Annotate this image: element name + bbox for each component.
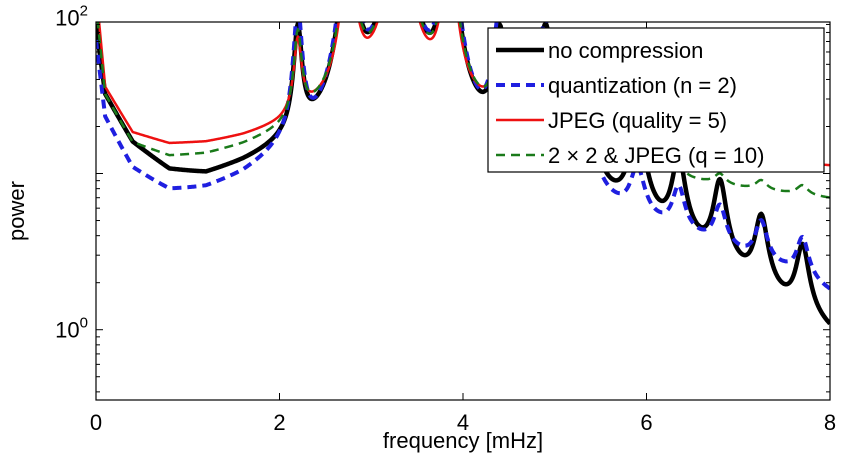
x-axis-label: frequency [mHz]: [383, 428, 543, 453]
legend-label-3: 2 × 2 & JPEG (q = 10): [548, 143, 764, 168]
x-tick-label: 0: [90, 410, 102, 435]
legend-label-1: quantization (n = 2): [548, 73, 737, 98]
y-tick-label: 102: [55, 2, 88, 30]
x-axis: 0 2 4 6 8: [90, 22, 836, 435]
y-tick-exponent: 0: [80, 315, 88, 332]
x-tick-label: 8: [824, 410, 836, 435]
legend: no compression quantization (n = 2) JPEG (…: [487, 27, 825, 173]
series-line-1: [96, 22, 830, 291]
legend-label-2: JPEG (quality = 5): [548, 108, 727, 133]
x-tick-label: 4: [457, 410, 469, 435]
x-tick-label: 2: [273, 410, 285, 435]
legend-label-0: no compression: [548, 38, 703, 63]
y-tick-exponent: 2: [80, 2, 88, 19]
x-tick-label: 6: [640, 410, 652, 435]
series-line-3: [96, 22, 830, 199]
y-tick-label: 100: [55, 315, 88, 343]
y-axis-label: power: [4, 181, 29, 241]
y-tick-base: 10: [55, 318, 79, 343]
y-tick-base: 10: [55, 5, 79, 30]
